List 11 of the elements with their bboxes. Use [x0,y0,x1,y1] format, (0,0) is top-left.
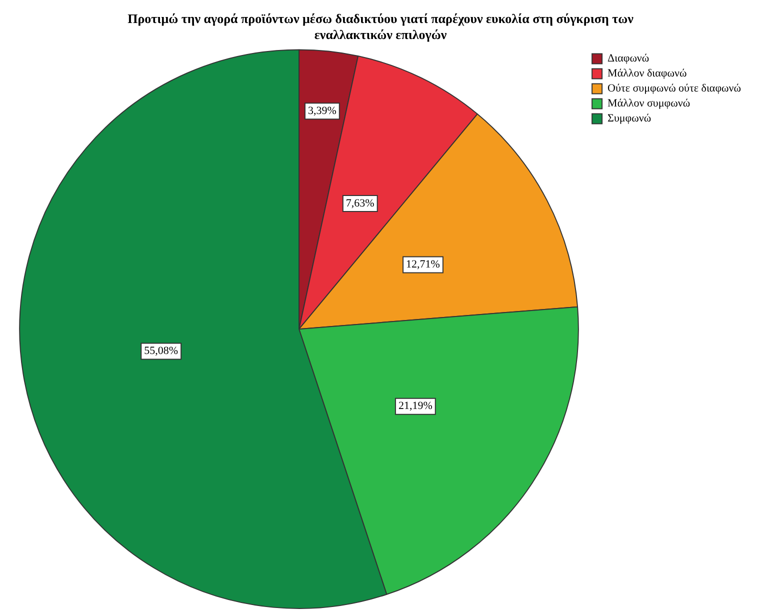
data-label: 12,71% [406,258,440,271]
legend-label: Διαφωνώ [608,52,650,65]
data-label: 55,08% [144,345,178,358]
legend-label: Μάλλον συμφωνώ [608,98,690,110]
legend-label: Συμφωνώ [608,112,652,125]
data-label: 3,39% [308,105,336,118]
data-label: 21,19% [398,400,432,412]
chart-title: Προτιμώ την αγορά προϊόντων μέσω διαδικτύου γιατί παρέχουν ευκολία στη σύγκριση των εναλλακτικών επιλογών [128,11,634,42]
legend-label: Ούτε συμφωνώ ούτε διαφωνώ [608,82,742,95]
legend-label: Μάλλον διαφωνώ [608,68,687,80]
data-label: 7,63% [346,197,374,210]
